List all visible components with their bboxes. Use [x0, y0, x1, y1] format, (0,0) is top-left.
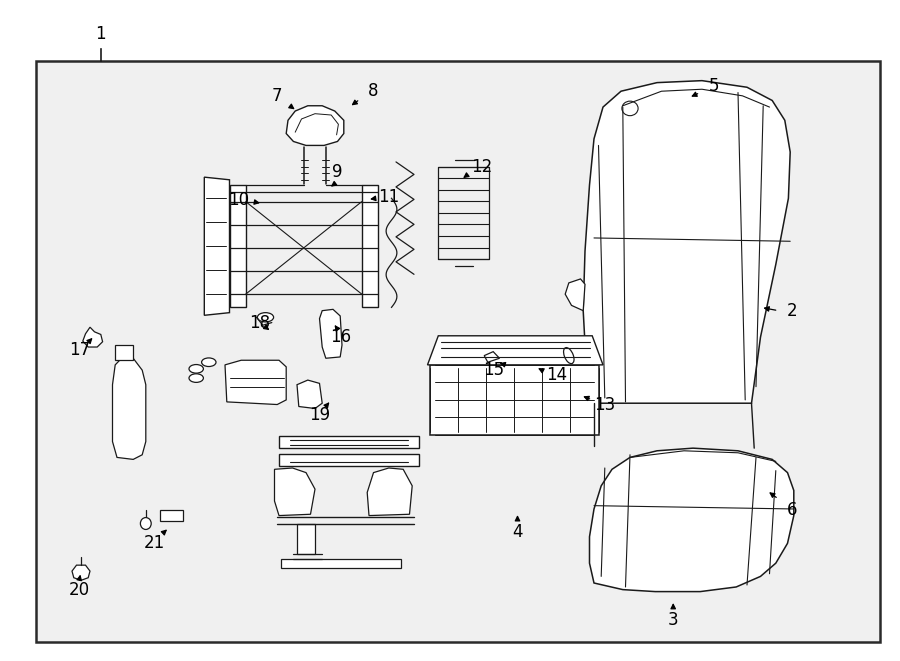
Text: 19: 19 — [309, 406, 330, 424]
Text: 21: 21 — [144, 534, 166, 553]
Polygon shape — [320, 309, 342, 358]
Text: 9: 9 — [332, 163, 343, 181]
Polygon shape — [484, 352, 500, 362]
Polygon shape — [281, 559, 400, 568]
Text: 2: 2 — [787, 301, 797, 320]
Polygon shape — [286, 106, 344, 145]
Polygon shape — [297, 380, 322, 408]
Text: 10: 10 — [228, 190, 249, 209]
Polygon shape — [115, 345, 133, 360]
Text: 20: 20 — [68, 580, 90, 599]
Text: 6: 6 — [787, 501, 797, 520]
Text: 8: 8 — [368, 82, 379, 100]
Text: 1: 1 — [95, 25, 106, 44]
Text: 18: 18 — [248, 313, 270, 332]
Polygon shape — [112, 356, 146, 459]
Polygon shape — [590, 448, 794, 592]
Ellipse shape — [622, 101, 638, 116]
Text: 17: 17 — [68, 341, 90, 360]
Ellipse shape — [202, 358, 216, 366]
Ellipse shape — [563, 348, 574, 364]
Polygon shape — [583, 81, 790, 403]
Text: 4: 4 — [512, 523, 523, 541]
Polygon shape — [83, 327, 103, 347]
Ellipse shape — [189, 373, 203, 382]
Polygon shape — [225, 360, 286, 405]
Text: 3: 3 — [668, 611, 679, 629]
Polygon shape — [297, 524, 315, 554]
Polygon shape — [362, 185, 378, 307]
Polygon shape — [204, 177, 230, 315]
Text: 12: 12 — [471, 157, 492, 176]
Polygon shape — [72, 565, 90, 580]
Text: 13: 13 — [594, 395, 616, 414]
Bar — [279, 436, 418, 448]
Ellipse shape — [140, 518, 151, 529]
Polygon shape — [367, 468, 412, 516]
Ellipse shape — [257, 313, 274, 322]
Bar — [279, 454, 418, 466]
Bar — [160, 510, 183, 521]
Text: 14: 14 — [545, 366, 567, 385]
Text: 7: 7 — [272, 87, 283, 105]
Ellipse shape — [189, 365, 203, 373]
Polygon shape — [274, 468, 315, 516]
Polygon shape — [565, 279, 585, 311]
Bar — [430, 365, 598, 435]
Text: 16: 16 — [329, 328, 351, 346]
Bar — [36, 61, 880, 642]
Text: 5: 5 — [708, 77, 719, 95]
Text: 11: 11 — [378, 188, 400, 206]
Polygon shape — [230, 185, 246, 307]
Polygon shape — [428, 336, 603, 365]
Text: 15: 15 — [482, 361, 504, 379]
